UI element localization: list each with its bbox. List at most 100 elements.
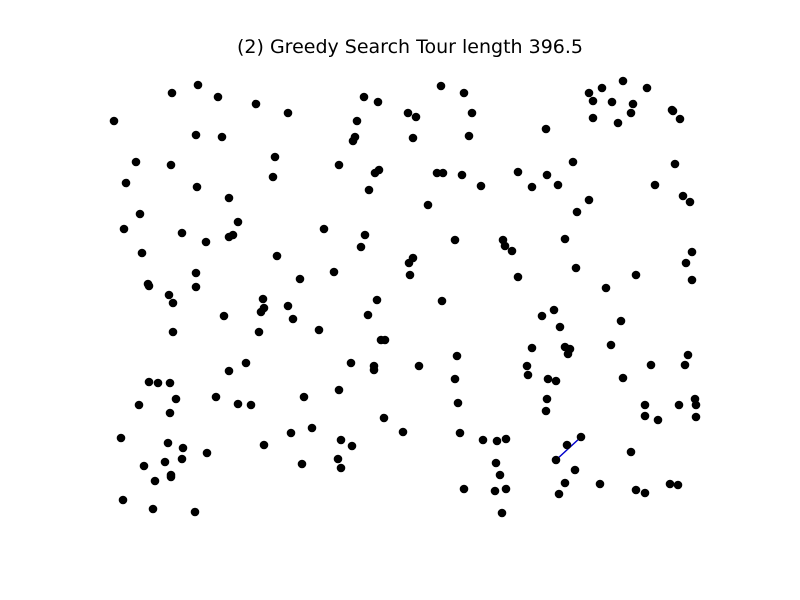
city-point <box>554 181 563 190</box>
city-point <box>151 477 160 486</box>
city-point <box>166 379 175 388</box>
city-point <box>247 401 256 410</box>
city-point <box>166 409 175 418</box>
city-point <box>555 490 564 499</box>
city-point <box>178 455 187 464</box>
city-point <box>596 480 605 489</box>
city-point <box>404 109 413 118</box>
city-point <box>688 276 697 285</box>
city-point <box>496 471 505 480</box>
city-point <box>460 485 469 494</box>
city-point <box>643 84 652 93</box>
city-point <box>365 186 374 195</box>
city-point <box>654 416 663 425</box>
city-point <box>374 98 383 107</box>
city-point <box>675 401 684 410</box>
city-point <box>255 328 264 337</box>
city-point <box>477 182 486 191</box>
city-point <box>409 254 418 263</box>
city-point <box>614 119 623 128</box>
city-point <box>192 269 201 278</box>
city-point <box>451 236 460 245</box>
city-point <box>508 247 517 256</box>
city-point <box>169 299 178 308</box>
city-point <box>179 444 188 453</box>
city-point <box>684 351 693 360</box>
city-point <box>415 362 424 371</box>
city-point <box>617 317 626 326</box>
city-point <box>542 125 551 134</box>
city-point <box>641 401 650 410</box>
city-point <box>552 456 561 465</box>
city-point <box>225 367 234 376</box>
city-point <box>335 386 344 395</box>
city-point <box>360 93 369 102</box>
city-point <box>561 235 570 244</box>
city-point <box>168 89 177 98</box>
city-point <box>608 98 617 107</box>
city-point <box>439 169 448 178</box>
city-point <box>284 302 293 311</box>
city-point <box>117 434 126 443</box>
city-point <box>347 359 356 368</box>
city-point <box>225 194 234 203</box>
city-point <box>569 158 578 167</box>
city-point <box>178 229 187 238</box>
city-point <box>234 400 243 409</box>
city-point <box>154 379 163 388</box>
city-point <box>686 198 695 207</box>
city-point <box>122 179 131 188</box>
city-point <box>453 352 462 361</box>
city-point <box>437 82 446 91</box>
city-point <box>370 366 379 375</box>
city-point <box>641 489 650 498</box>
city-point <box>651 181 660 190</box>
city-point <box>191 508 200 517</box>
city-point <box>298 460 307 469</box>
city-point <box>573 208 582 217</box>
city-point <box>315 326 324 335</box>
city-point <box>666 480 675 489</box>
city-point <box>289 315 298 324</box>
city-point <box>361 231 370 240</box>
city-point <box>364 311 373 320</box>
city-point <box>320 225 329 234</box>
city-point <box>669 107 678 116</box>
city-point <box>632 271 641 280</box>
city-point <box>193 183 202 192</box>
city-point <box>119 496 128 505</box>
city-point <box>641 412 650 421</box>
city-point <box>589 97 598 106</box>
city-point <box>572 264 581 273</box>
city-point <box>164 439 173 448</box>
city-point <box>564 350 573 359</box>
city-point <box>468 109 477 118</box>
city-point <box>381 336 390 345</box>
city-point <box>451 375 460 384</box>
city-point <box>172 395 181 404</box>
city-point <box>589 114 598 123</box>
city-point <box>674 481 683 490</box>
city-point <box>120 225 129 234</box>
city-point <box>585 196 594 205</box>
city-point <box>145 378 154 387</box>
city-point <box>528 183 537 192</box>
city-point <box>135 401 144 410</box>
city-point <box>167 473 176 482</box>
city-point <box>229 231 238 240</box>
city-point <box>647 361 656 370</box>
city-point <box>514 273 523 282</box>
city-point <box>330 268 339 277</box>
city-point <box>399 428 408 437</box>
city-point <box>493 437 502 446</box>
city-point <box>585 89 594 98</box>
city-point <box>528 344 537 353</box>
city-point <box>502 485 511 494</box>
city-point <box>348 442 357 451</box>
city-point <box>679 192 688 201</box>
city-point <box>349 137 358 146</box>
city-point <box>287 429 296 438</box>
city-point <box>260 441 269 450</box>
city-point <box>202 238 211 247</box>
